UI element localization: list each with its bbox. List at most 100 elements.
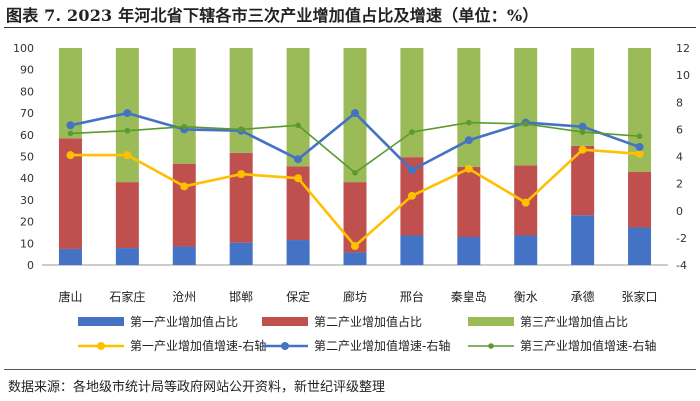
- x-tick-label: 唐山: [58, 289, 82, 304]
- bar-segment-2: [457, 166, 481, 238]
- bar-segment-3: [457, 48, 481, 167]
- y-right-tick-label: -4: [676, 259, 687, 272]
- y-right-tick-label: 12: [676, 42, 690, 55]
- title-divider: [4, 27, 696, 28]
- line-point-2: [407, 166, 416, 175]
- legend-swatch-bar-3: [468, 317, 514, 326]
- line-point-3: [352, 169, 358, 176]
- line-point-3: [295, 122, 301, 129]
- legend-swatch-marker-3: [488, 343, 494, 349]
- y-right-tick-label: 2: [676, 178, 683, 191]
- line-point-3: [67, 130, 74, 137]
- x-tick-label: 石家庄: [109, 289, 145, 304]
- y-left-tick-label: 80: [20, 85, 34, 98]
- chart-canvas: 0 10 20 30 40 50 60 70 80 90 100 -4 -2 0 2 4 6 8 10 12 唐山 石家庄…: [13, 42, 690, 353]
- line-point-3: [522, 121, 529, 127]
- y-right-tick-label: 6: [676, 123, 683, 136]
- bar-layer: [58, 48, 652, 265]
- chart-axes: 0 10 20 30 40 50 60 70 80 90 100 -4 -2 0 2 4 6 8 10 12 唐山 石家庄…: [13, 42, 690, 304]
- legend-label: 第二产业增加值增速-右轴: [314, 338, 450, 353]
- y-right-tick-label: 0: [676, 205, 683, 218]
- y-right-tick-label: -2: [676, 232, 687, 245]
- line-point-2: [464, 136, 473, 145]
- line-point-2: [123, 109, 132, 118]
- legend-swatch-marker-2: [281, 342, 289, 350]
- x-tick-label: 廊坊: [343, 289, 367, 304]
- bar-segment-2: [58, 138, 82, 249]
- source-divider: [4, 369, 696, 370]
- line-point-3: [238, 126, 244, 133]
- line-point-2: [635, 143, 644, 152]
- line-point-1: [407, 191, 416, 200]
- data-source-note: 数据来源：各地级市统计局等政府网站公开资料，新世纪评级整理: [8, 380, 386, 395]
- bar-segment-1: [115, 248, 139, 265]
- line-point-1: [237, 170, 246, 179]
- bar-segment-1: [400, 235, 424, 265]
- bar-segment-1: [229, 242, 253, 265]
- line-point-1: [635, 149, 644, 158]
- line-point-3: [579, 129, 586, 135]
- legend-label: 第三产业增加值占比: [520, 314, 628, 329]
- line-point-1: [294, 174, 303, 183]
- x-tick-label: 邯郸: [229, 289, 253, 304]
- line-point-1: [180, 182, 189, 191]
- line-point-1: [123, 151, 132, 160]
- line-layer: [66, 109, 644, 251]
- x-tick-label: 保定: [286, 289, 310, 304]
- y-right-tick-label: 8: [676, 96, 683, 109]
- legend-swatch-marker-1: [97, 342, 105, 350]
- line-point-2: [66, 121, 75, 130]
- bar-segment-2: [628, 171, 652, 228]
- bar-segment-2: [115, 182, 139, 249]
- bar-segment-1: [457, 237, 481, 265]
- line-point-2: [578, 122, 587, 131]
- bar-segment-3: [571, 48, 595, 146]
- y-left-tick-label: 0: [27, 259, 34, 272]
- y-left-tick-label: 40: [20, 172, 34, 185]
- legend-label: 第一产业增加值增速-右轴: [130, 338, 266, 353]
- line-point-1: [578, 145, 587, 154]
- y-left-tick-label: 20: [20, 216, 34, 229]
- y-left-tick-label: 90: [20, 64, 34, 77]
- x-tick-label: 秦皇岛: [451, 289, 487, 304]
- bar-segment-2: [172, 163, 196, 247]
- bar-segment-3: [286, 48, 310, 167]
- bar-segment-3: [400, 48, 424, 158]
- bar-segment-1: [571, 215, 595, 265]
- line-point-3: [409, 129, 415, 135]
- bar-segment-3: [229, 48, 253, 153]
- y-left-tick-label: 70: [20, 107, 34, 120]
- line-point-2: [294, 155, 303, 164]
- y-left-tick-label: 10: [20, 237, 34, 250]
- y-left-tick-label: 60: [20, 129, 34, 142]
- y-left-tick-label: 100: [13, 42, 34, 55]
- bar-segment-3: [172, 48, 196, 164]
- bar-segment-2: [571, 145, 595, 216]
- bar-segment-1: [628, 227, 652, 265]
- legend-swatch-bar-1: [78, 317, 124, 326]
- line-point-3: [466, 119, 472, 126]
- bar-segment-3: [628, 48, 652, 172]
- bar-segment-3: [514, 48, 538, 166]
- y-right-tick-label: 4: [676, 151, 683, 164]
- line-point-1: [351, 242, 359, 251]
- bar-segment-1: [286, 240, 310, 265]
- line-point-1: [464, 164, 473, 173]
- chart-title: 图表 7. 2023 年河北省下辖各市三次产业增加值占比及增速（单位：%）: [6, 6, 539, 25]
- legend-label: 第一产业增加值占比: [130, 314, 238, 329]
- bar-segment-2: [229, 152, 253, 243]
- x-tick-label: 邢台: [400, 289, 424, 304]
- line-point-3: [124, 127, 131, 134]
- legend-swatch-bar-2: [262, 317, 308, 326]
- bar-segment-1: [514, 235, 538, 265]
- bar-segment-2: [343, 182, 367, 253]
- line-point-3: [181, 123, 188, 130]
- bar-segment-1: [172, 246, 196, 265]
- line-point-2: [351, 109, 359, 118]
- x-tick-label: 张家口: [622, 289, 658, 304]
- line-point-3: [636, 133, 643, 139]
- x-tick-label: 衡水: [514, 290, 538, 304]
- line-point-1: [521, 198, 530, 207]
- y-left-tick-label: 50: [20, 151, 34, 164]
